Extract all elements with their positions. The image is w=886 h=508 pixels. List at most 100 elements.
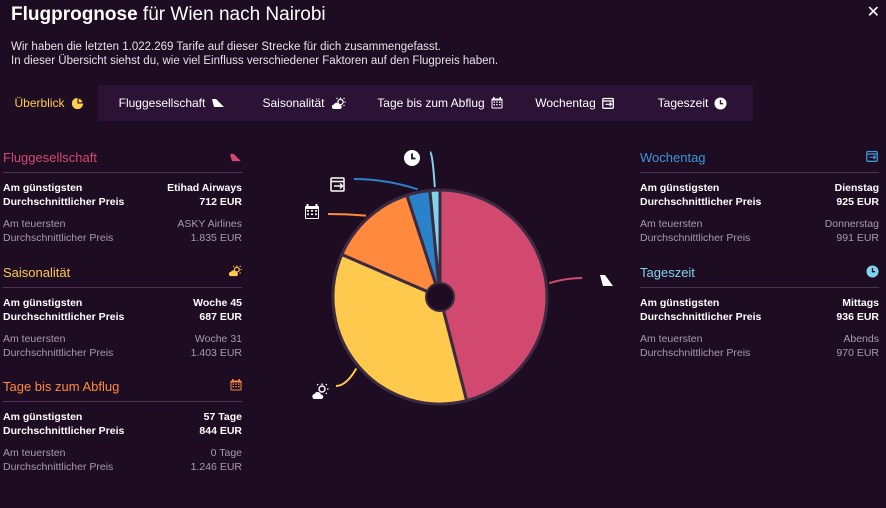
timeofday-panel-title: Tageszeit [640, 265, 695, 280]
tab-airline-label: Fluggesellschaft [118, 96, 206, 110]
priciest-label: Am teuersten [3, 218, 66, 230]
calendar-icon [305, 204, 319, 219]
tab-weekday-label: Wochentag [535, 96, 596, 110]
intro-line-1: Wir haben die letzten 1.022.269 Tarife a… [11, 41, 441, 53]
avg-price-label: Durchschnittlicher Preis [640, 232, 751, 244]
cheapest-label: Am günstigsten [640, 182, 720, 194]
weekday-cheapest-value: Dienstag [834, 182, 879, 194]
sun-cloud-icon [312, 383, 329, 399]
calendar-icon [491, 97, 503, 109]
timeofday-cheapest-value: Mittags [842, 297, 879, 309]
avg-price-label: Durchschnittlicher Preis [3, 196, 125, 208]
title-route: für Wien nach Nairobi [137, 4, 326, 25]
pie-chart-icon [71, 97, 84, 110]
days-cheapest-price: 844 EUR [199, 425, 242, 437]
tab-days-to-departure[interactable]: Tage bis zum Abflug [362, 85, 518, 121]
tab-overview[interactable]: Überblick [0, 85, 98, 121]
intro-text: Wir haben die letzten 1.022.269 Tarife a… [11, 40, 498, 68]
clock-icon [866, 265, 879, 281]
airline-cheapest-price: 712 EUR [199, 196, 242, 208]
priciest-label: Am teuersten [640, 333, 703, 345]
connector-fluggesellschaft [548, 277, 583, 285]
weekday-priciest-value: Donnerstag [824, 218, 879, 230]
timeofday-priciest-value: Abends [843, 333, 879, 345]
weekday-priciest-price: 991 EUR [836, 232, 879, 244]
timeofday-panel: Tageszeit Am günstigsten Mittags Durchsch… [640, 258, 879, 360]
days-panel-header: Tage bis zum Abflug [3, 372, 242, 402]
timeofday-panel-header: Tageszeit [640, 258, 879, 288]
season-cheapest-value: Woche 45 [193, 297, 242, 309]
weekday-cheapest-price: 925 EUR [836, 196, 879, 208]
cheapest-label: Am günstigsten [3, 411, 83, 423]
season-panel-header: Saisonalität [3, 258, 242, 288]
avg-price-label: Durchschnittlicher Preis [3, 311, 125, 323]
cheapest-label: Am günstigsten [3, 182, 83, 194]
close-icon[interactable]: ✕ [866, 4, 880, 21]
airplane-tail-icon [229, 150, 242, 165]
calendar-icon [230, 379, 242, 394]
avg-price-label: Durchschnittlicher Preis [640, 196, 762, 208]
weekday-panel-header: Wochentag [640, 143, 879, 173]
clock-icon [404, 150, 420, 166]
intro-line-2: In dieser Übersicht siehst du, wie viel … [11, 55, 499, 67]
sun-cloud-icon [228, 265, 242, 280]
season-priciest-price: 1.403 EUR [190, 347, 242, 359]
airline-priciest-value: ASKY Airlines [177, 218, 242, 230]
days-panel-title: Tage bis zum Abflug [3, 379, 120, 394]
airline-panel: Fluggesellschaft Am günstigsten Etihad Ai… [3, 143, 242, 245]
season-panel-title: Saisonalität [3, 265, 71, 280]
priciest-label: Am teuersten [3, 333, 66, 345]
tab-bar: Überblick Fluggesellschaft Saisonalität … [0, 85, 753, 121]
season-priciest-value: Woche 31 [194, 333, 242, 345]
clock-icon [714, 97, 727, 110]
airline-panel-title: Fluggesellschaft [3, 150, 97, 165]
tab-time-label: Tageszeit [657, 96, 709, 110]
season-panel: Saisonalität Am günstigsten Woche 45 Durc… [3, 258, 242, 360]
tab-weekday[interactable]: Wochentag [518, 85, 632, 121]
calendar-arrow-icon [866, 150, 879, 165]
pie-slice-saisonalit-t[interactable] [331, 252, 469, 406]
priciest-label: Am teuersten [3, 447, 66, 459]
connector-tage-bis-zum-abflug [327, 213, 367, 217]
avg-price-label: Durchschnittlicher Preis [3, 347, 114, 359]
days-panel: Tage bis zum Abflug Am günstigsten 57 Tag… [3, 372, 242, 474]
calendar-arrow-icon [330, 177, 345, 192]
avg-price-label: Durchschnittlicher Preis [3, 232, 114, 244]
cheapest-label: Am günstigsten [3, 297, 83, 309]
avg-price-label: Durchschnittlicher Preis [3, 425, 125, 437]
timeofday-priciest-price: 970 EUR [836, 347, 879, 359]
airline-cheapest-value: Etihad Airways [167, 182, 242, 194]
weekday-panel: Wochentag Am günstigsten Dienstag Durchsc… [640, 143, 879, 245]
days-priciest-price: 1.246 EUR [190, 461, 242, 473]
forecast-title: Flugprognose für Wien nach Nairobi [11, 4, 326, 26]
tab-airline[interactable]: Fluggesellschaft [98, 85, 246, 121]
pie-slice-tage-bis-zum-abflug[interactable] [339, 193, 443, 300]
calendar-arrow-icon [601, 97, 615, 109]
pie-center-hole [425, 282, 455, 312]
airline-panel-header: Fluggesellschaft [3, 143, 242, 173]
airplane-tail-icon [600, 275, 613, 286]
sun-cloud-icon [331, 97, 346, 110]
title-bold: Flugprognose [11, 4, 138, 25]
tab-days-label: Tage bis zum Abflug [377, 96, 485, 110]
days-cheapest-value: 57 Tage [203, 411, 242, 423]
connector-wochentag [353, 178, 419, 191]
pie-slice-tageszeit[interactable] [428, 188, 442, 298]
tab-season[interactable]: Saisonalität [246, 85, 362, 121]
weekday-panel-title: Wochentag [640, 150, 706, 165]
pie-slice-fluggesellschaft[interactable] [438, 188, 549, 403]
cheapest-label: Am günstigsten [640, 297, 720, 309]
airline-priciest-price: 1.835 EUR [190, 232, 242, 244]
tab-season-label: Saisonalität [262, 96, 325, 110]
avg-price-label: Durchschnittlicher Preis [640, 347, 751, 359]
avg-price-label: Durchschnittlicher Preis [3, 461, 114, 473]
tab-time-of-day[interactable]: Tageszeit [632, 85, 753, 121]
season-cheapest-price: 687 EUR [199, 311, 242, 323]
avg-price-label: Durchschnittlicher Preis [640, 311, 762, 323]
timeofday-cheapest-price: 936 EUR [836, 311, 879, 323]
connector-tageszeit [429, 151, 436, 188]
airplane-tail-icon [211, 98, 225, 108]
tab-overview-label: Überblick [14, 96, 65, 110]
connector-saisonalit-t [335, 367, 358, 387]
days-priciest-value: 0 Tage [210, 447, 242, 459]
